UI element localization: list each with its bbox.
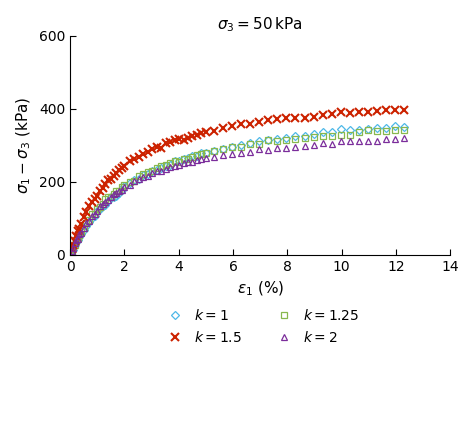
Line: $k = 2$: $k = 2$ bbox=[67, 135, 407, 258]
Line: $k = 1.5$: $k = 1.5$ bbox=[66, 106, 408, 257]
$k = 1.5$ bbox=[199, 130, 204, 135]
$k = 1.25$ bbox=[67, 252, 73, 257]
Title: $\sigma_3 = 50\,\mathrm{kPa}$: $\sigma_3 = 50\,\mathrm{kPa}$ bbox=[218, 15, 303, 34]
$k = 1.5$ bbox=[81, 214, 87, 220]
$k = 2$ bbox=[199, 157, 204, 162]
$k = 1.5$ bbox=[401, 107, 407, 112]
$k = 1.25$ bbox=[203, 151, 209, 156]
$k = 1$ bbox=[81, 228, 87, 233]
X-axis label: $\varepsilon_1$ (%): $\varepsilon_1$ (%) bbox=[237, 279, 284, 297]
$k = 1.5$ bbox=[176, 136, 182, 141]
$k = 1$ bbox=[392, 123, 398, 128]
$k = 1$ bbox=[158, 166, 164, 171]
$k = 1.25$ bbox=[158, 163, 164, 168]
$k = 1.25$ bbox=[199, 152, 204, 157]
Y-axis label: $\sigma_1-\sigma_3$ (kPa): $\sigma_1-\sigma_3$ (kPa) bbox=[15, 97, 33, 194]
$k = 1$ bbox=[67, 251, 73, 256]
$k = 1.5$ bbox=[136, 155, 142, 160]
$k = 2$ bbox=[401, 135, 407, 140]
$k = 1$ bbox=[203, 151, 209, 156]
$k = 2$ bbox=[158, 169, 164, 174]
$k = 2$ bbox=[176, 163, 182, 168]
$k = 1$ bbox=[136, 176, 142, 181]
$k = 1.25$ bbox=[136, 173, 142, 178]
$k = 1.5$ bbox=[203, 130, 209, 135]
$k = 1.25$ bbox=[401, 127, 407, 132]
$k = 1$ bbox=[176, 158, 182, 163]
$k = 1.25$ bbox=[81, 226, 87, 231]
Legend: $k = 1$, $k = 1.5$, $k = 1.25$, $k = 2$: $k = 1$, $k = 1.5$, $k = 1.25$, $k = 2$ bbox=[158, 306, 362, 348]
$k = 2$ bbox=[203, 156, 209, 161]
$k = 1$ bbox=[401, 124, 407, 129]
$k = 1.25$ bbox=[392, 127, 398, 132]
$k = 1$ bbox=[199, 151, 204, 156]
$k = 2$ bbox=[136, 177, 142, 182]
Line: $k = 1$: $k = 1$ bbox=[67, 123, 407, 256]
$k = 1.5$ bbox=[67, 251, 73, 256]
$k = 1.5$ bbox=[158, 146, 164, 151]
$k = 2$ bbox=[67, 252, 73, 257]
$k = 1.25$ bbox=[176, 159, 182, 164]
Line: $k = 1.25$: $k = 1.25$ bbox=[67, 127, 407, 258]
$k = 2$ bbox=[81, 225, 87, 230]
